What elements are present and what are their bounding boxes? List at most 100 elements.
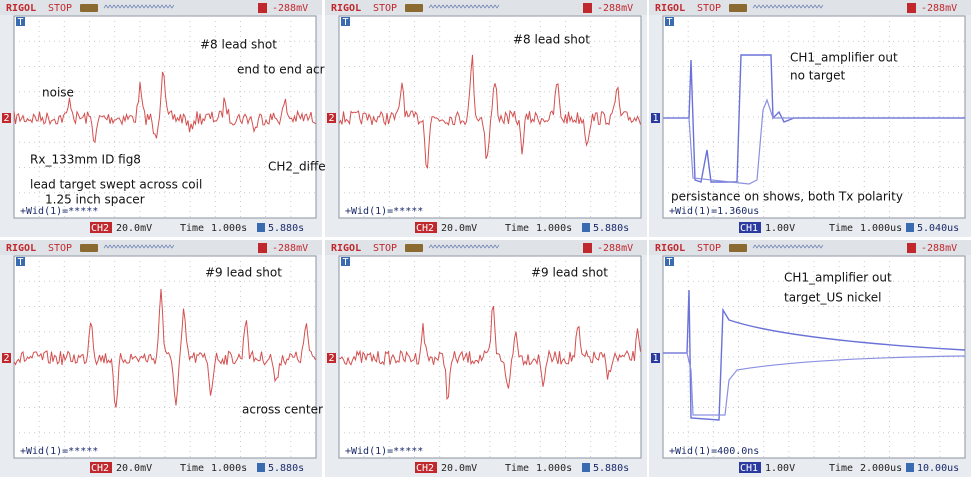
annotation: lead target swept across coil [30, 178, 202, 192]
offset-icon [906, 223, 914, 232]
annotation: #8 lead shot [200, 38, 277, 52]
annotation: noise [42, 86, 74, 100]
time-per-div: 1.000s [536, 223, 572, 234]
brand: RIGOL [331, 3, 361, 14]
channel-badge [739, 222, 761, 233]
run-status: STOP [373, 243, 397, 254]
time-label: Time [180, 463, 204, 474]
trigger-marker-box [665, 17, 674, 26]
timebase-strip [103, 4, 175, 9]
channel-name: CH1 [740, 463, 758, 474]
timebase-strip [428, 4, 500, 9]
channel-marker-box [651, 353, 660, 363]
trigger-marker: T [343, 17, 349, 28]
channel-badge [415, 462, 437, 473]
battery-icon [405, 244, 423, 252]
trigger-marker-box [16, 257, 25, 266]
brand: RIGOL [331, 243, 361, 254]
measurement: +Wid(1)=***** [345, 446, 423, 457]
timebase-strip [752, 4, 824, 9]
time-offset: 10.00us [917, 463, 959, 474]
trigger-marker: T [667, 257, 673, 268]
annotation: CH1_amplifier out [784, 271, 892, 285]
annotation: CH1_amplifier out [790, 51, 898, 65]
footer-bar [325, 219, 647, 237]
brand: RIGOL [655, 243, 685, 254]
measurement: +Wid(1)=***** [20, 446, 98, 457]
footer-bar [325, 459, 647, 477]
footer-bar [0, 459, 322, 477]
channel-marker-box [651, 113, 660, 123]
time-label: Time [829, 463, 853, 474]
channel-badge [739, 462, 761, 473]
channel-marker-box [2, 113, 11, 123]
brand: RIGOL [655, 3, 685, 14]
channel-marker: 2 [4, 113, 10, 124]
time-per-div: 2.000us [860, 463, 902, 474]
trigger-marker-box [16, 17, 25, 26]
trigger-level: -288mV [921, 3, 957, 14]
waveform [663, 289, 966, 421]
run-status: STOP [697, 243, 721, 254]
channel-marker: 1 [653, 113, 659, 124]
scope-screen: RIGOL STOP -288mV T 2 #8 lead shot +Wid(1)=***… [325, 0, 647, 237]
offset-icon [257, 463, 265, 472]
trigger-level: -288mV [921, 243, 957, 254]
time-per-div: 1.000s [211, 463, 247, 474]
trigger-marker: T [18, 257, 24, 268]
timebase-strip [428, 244, 500, 249]
brand: RIGOL [6, 3, 36, 14]
channel-marker-box [2, 353, 11, 363]
edge-icon [583, 243, 592, 253]
annotation: #8 lead shot [513, 33, 590, 47]
volts-per-div: 20.0mV [441, 223, 477, 234]
annotation: target_US nickel [784, 291, 881, 305]
channel-name: CH2 [416, 223, 434, 234]
trigger-marker-box [341, 17, 350, 26]
annotation: persistance on shows, both Tx polarity [671, 190, 903, 204]
waveform [663, 54, 965, 183]
offset-icon [257, 223, 265, 232]
offset-icon [906, 463, 914, 472]
time-offset: 5.880s [268, 463, 304, 474]
footer-bar [0, 219, 322, 237]
offset-icon [582, 223, 590, 232]
waveform [338, 305, 641, 401]
annotation: 1.25 inch spacer [45, 193, 145, 207]
time-per-div: 1.000s [211, 223, 247, 234]
channel-marker: 1 [653, 353, 659, 364]
trigger-marker: T [667, 17, 673, 28]
measurement: +Wid(1)=400.0ns [669, 446, 759, 457]
trigger-level: -288mV [272, 243, 308, 254]
time-per-div: 1.000s [536, 463, 572, 474]
scope-screen: RIGOL STOP -288mV T 2 #9 lead shot +Wid(1)=***… [325, 240, 647, 477]
time-label: Time [180, 223, 204, 234]
waveform [13, 71, 316, 144]
annotation: #9 lead shot [531, 266, 608, 280]
time-offset: 5.880s [593, 223, 629, 234]
run-status: STOP [373, 3, 397, 14]
annotation: #9 lead shot [205, 266, 282, 280]
waveform [663, 98, 965, 185]
channel-marker: 2 [329, 353, 335, 364]
annotation: Rx_133mm ID fig8 [30, 153, 141, 167]
trigger-marker-box [341, 257, 350, 266]
footer-bar [649, 459, 971, 477]
channel-marker: 2 [4, 353, 10, 364]
volts-per-div: 20.0mV [116, 223, 152, 234]
trigger-marker: T [18, 17, 24, 28]
edge-icon [907, 3, 916, 13]
timebase-strip [103, 244, 175, 249]
channel-badge [90, 222, 112, 233]
channel-name: CH2 [91, 463, 109, 474]
measurement: +Wid(1)=***** [345, 206, 423, 217]
offset-icon [582, 463, 590, 472]
run-status: STOP [48, 243, 72, 254]
scope-screen: RIGOL STOP -288mV T 1 CH1_amplifier out target… [649, 240, 971, 477]
time-label: Time [505, 463, 529, 474]
volts-per-div: 20.0mV [116, 463, 152, 474]
edge-icon [583, 3, 592, 13]
channel-marker-box [327, 353, 336, 363]
